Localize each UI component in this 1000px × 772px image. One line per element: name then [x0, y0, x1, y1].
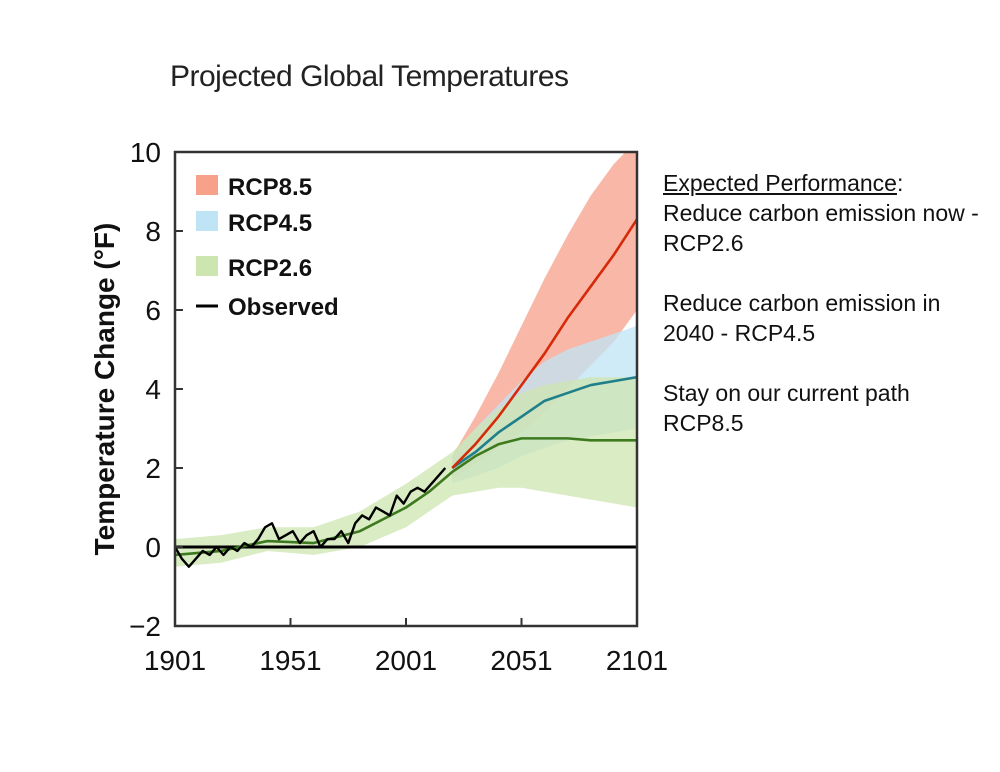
legend-swatch-rcp85 — [196, 175, 218, 195]
legend-label-observed: Observed — [228, 294, 339, 321]
x-tick-label: 1901 — [144, 645, 206, 676]
y-tick-label: 8 — [145, 216, 161, 247]
legend-swatch-rcp45 — [196, 211, 218, 231]
line-rcp26 — [175, 437, 637, 557]
y-tick-label: −2 — [129, 611, 161, 642]
chart-title: Projected Global Temperatures — [170, 60, 569, 93]
y-tick-label: 2 — [145, 453, 161, 484]
line-rcp85 — [451, 218, 637, 469]
y-tick-label: 0 — [145, 532, 161, 563]
legend: RCP8.5 RCP4.5 RCP2.6 Observed — [196, 174, 339, 321]
x-tick-label: 1951 — [259, 645, 321, 676]
x-tick-label: 2101 — [606, 645, 668, 676]
legend-label-rcp26: RCP2.6 — [228, 255, 312, 282]
plot-area — [175, 152, 637, 568]
legend-label-rcp45: RCP4.5 — [228, 210, 312, 237]
notes-line-rcp85: Stay on our current path RCP8.5 — [663, 380, 910, 436]
y-tick-label: 6 — [145, 295, 161, 326]
notes-heading-line: Expected Performance: Reduce carbon emiss… — [663, 168, 983, 258]
performance-notes: Expected Performance: Reduce carbon emiss… — [663, 168, 983, 468]
line-rcp45 — [451, 375, 637, 470]
line-observed — [175, 467, 447, 568]
notes-heading-suffix: : — [896, 170, 904, 196]
x-tick-label: 2051 — [490, 645, 552, 676]
legend-swatch-rcp26 — [196, 256, 218, 276]
y-axis-label: Temperature Change (°F) — [89, 223, 120, 556]
notes-line-rcp45: Reduce carbon emission in 2040 - RCP4.5 — [663, 290, 941, 346]
legend-label-rcp85: RCP8.5 — [228, 174, 312, 201]
band-rcp85 — [452, 152, 637, 480]
y-tick-label: 4 — [145, 374, 161, 405]
band-rcp26 — [175, 377, 637, 567]
notes-line-rcp26: Reduce carbon emission now - RCP2.6 — [663, 200, 979, 256]
x-tick-label: 2001 — [375, 645, 437, 676]
notes-heading: Expected Performance — [663, 170, 897, 196]
y-tick-label: 10 — [130, 137, 161, 168]
